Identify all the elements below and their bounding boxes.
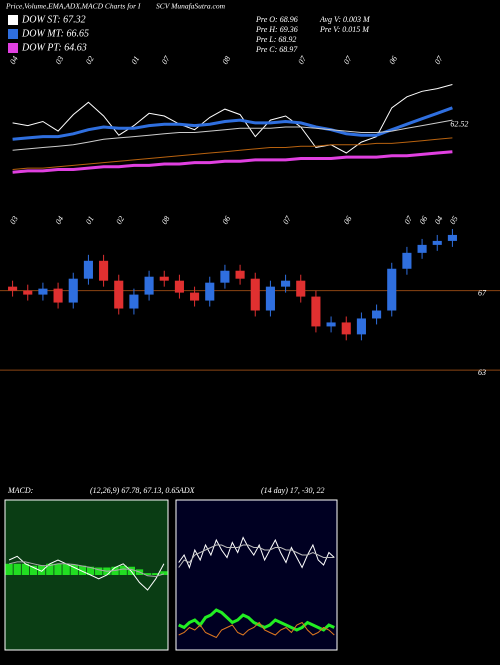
panel-background [175, 499, 338, 651]
candle-body [387, 268, 397, 311]
histogram-bar [160, 571, 168, 575]
histogram-bar [29, 565, 38, 575]
candle-body [174, 280, 184, 293]
date-label: 03 [54, 54, 66, 65]
candle-body [432, 240, 442, 245]
candle-body [402, 252, 412, 269]
series-line [12, 106, 453, 141]
date-label: 04 [54, 214, 66, 225]
series-line [8, 555, 165, 591]
histogram-bar [70, 564, 78, 575]
series-line [178, 621, 335, 639]
date-label: 02 [84, 54, 96, 65]
candle-body [235, 270, 245, 279]
date-label: 08 [160, 214, 172, 225]
date-label: 04 [433, 214, 445, 225]
site: SCV MunafaSutra.com [156, 2, 226, 11]
date-label: 06 [418, 214, 430, 225]
candle-body [372, 310, 382, 319]
panel-subtitle: (14 day) 17, -30, 22 [261, 486, 325, 495]
candle-body [114, 280, 124, 309]
date-label: 03 [8, 214, 20, 225]
candle-body [8, 286, 18, 291]
histogram-bar [54, 563, 62, 575]
legend-swatch [8, 43, 18, 53]
y-tick-label: 67 [478, 288, 487, 297]
stat: Pre H: 69.36 [255, 25, 298, 34]
histogram-bar [95, 567, 103, 575]
series-line [12, 150, 453, 174]
legend-label: DOW MT: 66.65 [21, 28, 89, 39]
series-line [12, 137, 453, 170]
candle-body [250, 278, 260, 311]
candle-body [341, 322, 351, 335]
histogram-bar [21, 563, 30, 575]
series-line [178, 608, 335, 632]
histogram-bar [5, 563, 13, 575]
date-label: 06 [220, 214, 232, 225]
candle-body [356, 318, 366, 335]
date-label: 08 [220, 54, 232, 65]
histogram-bar [152, 573, 160, 575]
legend-swatch [8, 29, 18, 39]
candle-body [417, 244, 427, 253]
y-tick-label: 63 [478, 368, 486, 377]
histogram-bar [13, 563, 21, 575]
histogram-bar [78, 565, 87, 575]
stat: Pre C: 68.97 [255, 45, 298, 54]
candle-body [190, 292, 200, 301]
candle-body [220, 270, 230, 283]
series-line [8, 561, 165, 578]
legend-label: DOW PT: 64.63 [21, 42, 87, 53]
date-label: 01 [84, 214, 96, 225]
legend-swatch [8, 15, 18, 25]
candle-body [53, 288, 63, 303]
candle-body [68, 278, 78, 303]
candle-body [326, 322, 336, 327]
series-line [178, 536, 335, 569]
candle-body [281, 280, 291, 287]
panel-title: MACD: [7, 486, 34, 495]
candle-body [311, 296, 321, 327]
series-line [12, 119, 453, 151]
stat: Pre O: 68.96 [255, 15, 298, 24]
candle-body [447, 234, 457, 241]
candle-body [265, 286, 275, 311]
stat: Avg V: 0.003 M [319, 15, 371, 24]
legend-label: DOW ST: 67.32 [21, 14, 86, 25]
candle-body [129, 294, 139, 309]
panel-title: ADX [178, 486, 196, 495]
candle-body [23, 290, 33, 295]
date-label: 06 [342, 214, 354, 225]
histogram-bar [143, 573, 152, 575]
candle-body [83, 260, 93, 279]
histogram-bar [38, 565, 46, 575]
candle-body [205, 282, 215, 301]
title: Price,Volume,EMA,ADX,MACD Charts for I [5, 2, 141, 11]
panel-subtitle: (12,26,9) 67.78, 67.13, 0.65 [90, 486, 179, 495]
date-label: 04 [8, 54, 20, 65]
date-label: 02 [114, 214, 126, 225]
candle-body [144, 276, 154, 295]
series-line [178, 544, 335, 568]
histogram-bar [86, 566, 95, 575]
annotation: 62.52 [450, 119, 468, 128]
stat: Pre V: 0.015 M [319, 25, 370, 34]
stat: Pre L: 68.92 [255, 35, 296, 44]
date-label: 05 [448, 214, 460, 225]
histogram-bar [46, 563, 54, 575]
candle-body [99, 260, 109, 281]
date-label: 06 [387, 54, 399, 65]
histogram-bar [62, 563, 70, 575]
candle-body [159, 276, 169, 281]
histogram-bar [119, 565, 127, 575]
candle-body [296, 280, 306, 297]
panel-background [4, 499, 169, 651]
candle-body [38, 288, 48, 295]
date-label: 01 [129, 54, 141, 65]
